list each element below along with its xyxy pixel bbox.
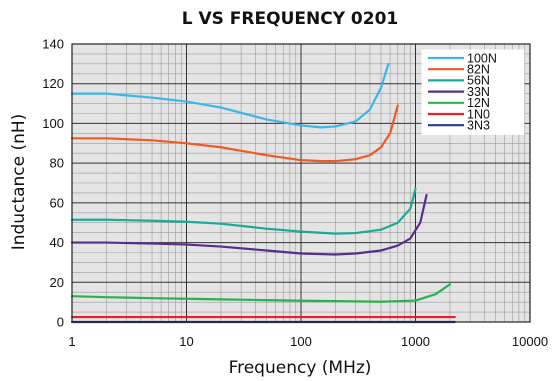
x-axis-label: Frequency (MHz) [229,358,372,378]
x-tick-label: 100 [290,334,312,349]
y-tick-label: 20 [50,275,64,290]
legend-label: 82N [467,63,490,77]
x-tick-label: 1000 [401,334,430,349]
legend-label: 12N [467,96,490,110]
series-lines [70,62,456,324]
series-line-100n [70,62,390,129]
x-tick-label: 1 [68,334,75,349]
plot-frame [71,43,531,323]
legend-label: 100N [467,51,497,65]
legend-label: 56N [467,74,490,88]
y-axis-label: Inductance (nH) [9,114,29,251]
series-line-33n [70,193,428,256]
y-tick-label: 0 [57,315,64,330]
y-tick-label: 40 [50,235,64,250]
x-tick-labels: 1 10 100 1000 10000 [68,334,548,349]
x-tick-label: 10000 [512,334,548,349]
series-line-56n [70,187,417,235]
y-tick-label: 80 [50,156,64,171]
series-line-12n [70,283,452,303]
legend-label: 3N3 [467,119,490,133]
y-tick-label: 140 [42,37,64,52]
legend-label: 1N0 [467,107,490,121]
x-tick-label: 10 [179,334,193,349]
y-tick-labels: 0 20 40 60 80 100 120 140 [42,37,64,330]
y-tick-label: 60 [50,195,64,210]
chart-title: L VS FREQUENCY 0201 [182,9,399,29]
y-tick-label: 100 [42,116,64,131]
legend-label: 33N [467,85,490,99]
y-tick-label: 120 [42,76,64,91]
series-line-82n [70,104,399,163]
